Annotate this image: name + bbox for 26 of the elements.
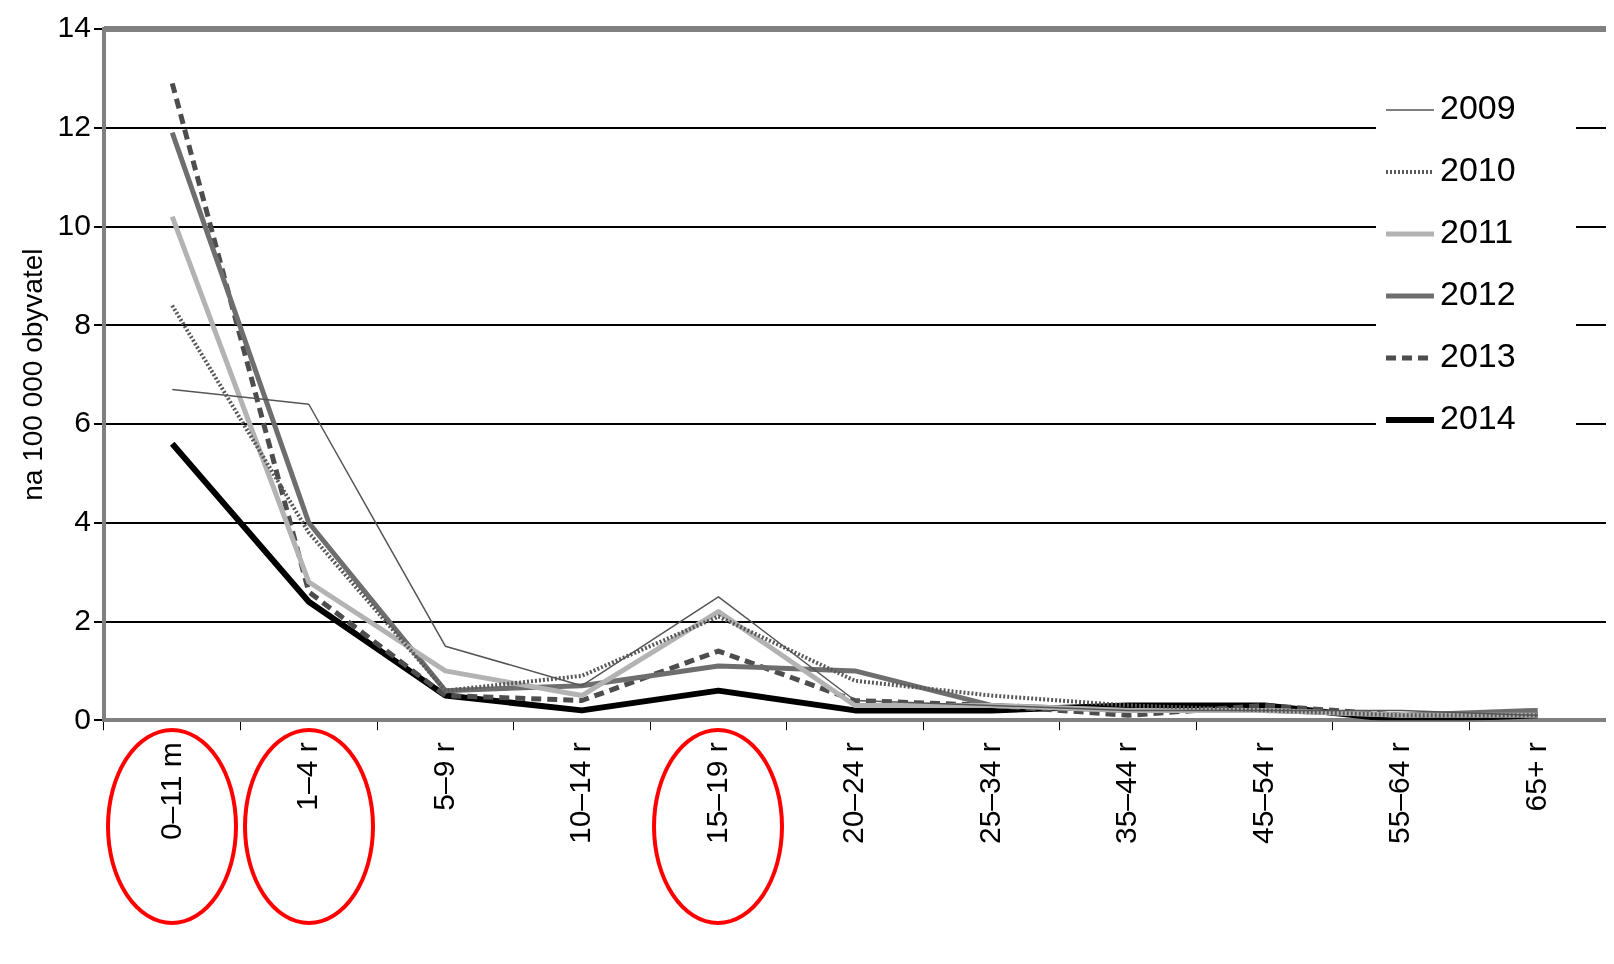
x-tick-label: 55–64 r: [1382, 742, 1416, 844]
legend-label: 2014: [1440, 398, 1516, 437]
y-tick-label: 12: [57, 109, 91, 143]
x-tick-label: 20–24 r: [836, 742, 870, 844]
x-tick-label: 35–44 r: [1109, 742, 1143, 844]
y-tick-label: 2: [74, 602, 91, 636]
y-tick-label: 6: [74, 405, 91, 439]
x-tick-label: 25–34 r: [972, 742, 1006, 844]
x-tick-label: 1–4 r: [290, 742, 324, 811]
x-tick-label: 0–11 m: [153, 742, 187, 841]
legend-label: 2010: [1440, 150, 1516, 189]
y-tick-label: 0: [74, 701, 91, 735]
y-tick-label: 4: [74, 504, 91, 538]
x-tick-label: 10–14 r: [563, 742, 597, 844]
y-tick-label: 8: [74, 306, 91, 340]
legend-label: 2011: [1440, 212, 1514, 251]
y-tick-label: 14: [57, 10, 91, 44]
x-tick-label: 15–19 r: [699, 742, 733, 844]
legend-label: 2012: [1440, 274, 1516, 313]
legend-label: 2013: [1440, 336, 1516, 375]
y-tick-label: 10: [57, 207, 91, 241]
y-axis-title: na 100 000 obyvatel: [16, 248, 48, 501]
legend-label: 2009: [1440, 88, 1516, 127]
x-tick-label: 5–9 r: [426, 742, 460, 811]
x-tick-label: 45–54 r: [1245, 742, 1279, 844]
x-tick-label: 65+ r: [1518, 742, 1552, 812]
